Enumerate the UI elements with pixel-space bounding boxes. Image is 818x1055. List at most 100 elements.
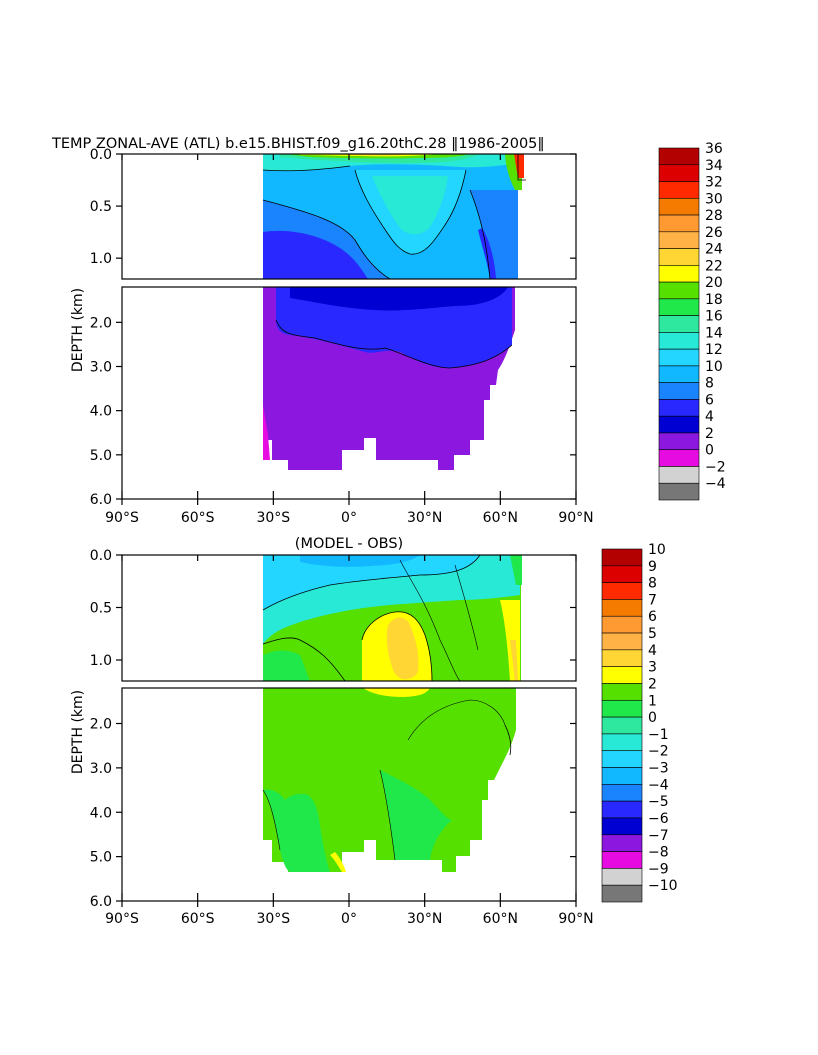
colorbar-swatch bbox=[658, 281, 700, 300]
colorbar-label: 36 bbox=[705, 141, 723, 157]
colorbar-label: 7 bbox=[648, 592, 657, 608]
y-tick-label: 4.0 bbox=[90, 805, 112, 821]
colorbar-label: −2 bbox=[648, 744, 669, 760]
colorbar-label: 0 bbox=[705, 443, 714, 459]
colorbar-label: −10 bbox=[648, 878, 678, 894]
colorbar-label: 8 bbox=[705, 376, 714, 392]
y-tick-label: 1.0 bbox=[90, 251, 112, 267]
y-tick-label: 0.0 bbox=[90, 548, 112, 564]
colorbar-swatch bbox=[601, 884, 643, 903]
colorbar-label: 2 bbox=[648, 676, 657, 692]
colorbar-swatch bbox=[658, 248, 700, 266]
colorbar-swatch bbox=[658, 415, 700, 434]
colorbar-label: 26 bbox=[705, 225, 723, 241]
colorbar-label: 8 bbox=[648, 576, 657, 592]
colorbar-swatch bbox=[601, 615, 643, 634]
x-tick-label: 90°S bbox=[105, 911, 139, 927]
colorbar-label: 34 bbox=[705, 158, 723, 174]
colorbar-label: 4 bbox=[648, 643, 657, 659]
colorbar-swatch bbox=[658, 348, 700, 367]
y-tick-label: 2.0 bbox=[90, 717, 112, 733]
colorbar-swatch bbox=[658, 432, 700, 451]
y-tick-label: 0.0 bbox=[90, 147, 112, 163]
colorbar-label: 16 bbox=[705, 309, 723, 325]
x-tick-label: 60°S bbox=[181, 911, 215, 927]
x-tick-label: 30°S bbox=[256, 911, 290, 927]
x-tick-label: 90°N bbox=[558, 911, 593, 927]
colorbar-swatch bbox=[601, 784, 643, 802]
colorbar-swatch bbox=[658, 449, 700, 467]
colorbar-label: 9 bbox=[648, 559, 657, 575]
colorbar-label: −1 bbox=[648, 727, 669, 743]
colorbar-label: 28 bbox=[705, 208, 723, 224]
y-tick-label: 4.0 bbox=[90, 404, 112, 420]
colorbar-swatch bbox=[658, 482, 700, 501]
x-tick-label: 30°S bbox=[256, 510, 290, 526]
chart-temperature: TEMP ZONAL-AVE (ATL) b.e15.BHIST.f09_g16… bbox=[51, 136, 726, 526]
colorbar-label: 30 bbox=[705, 191, 723, 207]
colorbar-swatch bbox=[601, 632, 643, 651]
colorbar-swatch bbox=[658, 315, 700, 333]
axes-model-minus-obs: 90°S 60°S 30°S 0° 30°N 60°N 90°N 0.0 0.5 1.0 2.0 3.… bbox=[90, 548, 594, 927]
colorbar-swatch bbox=[658, 332, 700, 350]
x-tick-label: 0° bbox=[341, 510, 357, 526]
colorbar-label: 6 bbox=[648, 609, 657, 625]
colorbar-swatch bbox=[601, 750, 643, 768]
y-tick-label: 5.0 bbox=[90, 448, 112, 464]
colorbar-swatch bbox=[601, 582, 643, 600]
colorbar-label: −5 bbox=[648, 794, 669, 810]
y-tick-label: 0.5 bbox=[90, 199, 112, 215]
colorbar-label: 12 bbox=[705, 342, 723, 358]
colorbar-swatch bbox=[658, 214, 700, 233]
colorbar-swatch bbox=[601, 851, 643, 869]
colorbar-swatch bbox=[601, 767, 643, 785]
colorbar-swatch bbox=[658, 399, 700, 417]
y-tick-label: 0.5 bbox=[90, 601, 112, 617]
colorbar-swatch bbox=[658, 365, 700, 383]
y-axis-label: DEPTH (km) bbox=[70, 288, 86, 372]
colorbar-label: 22 bbox=[705, 258, 723, 274]
colorbar-label: −7 bbox=[648, 828, 669, 844]
field-lower bbox=[262, 688, 516, 872]
colorbar-swatch bbox=[601, 868, 643, 886]
y-tick-label: 1.0 bbox=[90, 653, 112, 669]
colorbar-swatch bbox=[601, 599, 643, 617]
y-tick-label: 2.0 bbox=[90, 315, 112, 331]
y-tick-label: 3.0 bbox=[90, 360, 112, 376]
colorbar-swatch bbox=[658, 147, 700, 166]
x-tick-label: 90°N bbox=[558, 510, 593, 526]
x-tick-label: 0° bbox=[341, 911, 357, 927]
colorbar-label: 10 bbox=[648, 542, 666, 558]
colorbar-label: −2 bbox=[705, 459, 726, 475]
field-upper bbox=[262, 154, 576, 279]
colorbar-label: 24 bbox=[705, 242, 723, 258]
colorbar-label: 4 bbox=[705, 409, 714, 425]
colorbar-swatch bbox=[601, 800, 643, 819]
colorbar-swatch bbox=[601, 733, 643, 752]
colorbar-label: 18 bbox=[705, 292, 723, 308]
colorbar-swatch bbox=[601, 548, 643, 567]
y-axis-label: DEPTH (km) bbox=[70, 690, 86, 774]
y-tick-label: 6.0 bbox=[90, 894, 112, 910]
colorbar-label: −3 bbox=[648, 761, 669, 777]
colorbar-label: −4 bbox=[705, 476, 726, 492]
x-tick-label: 30°N bbox=[407, 911, 442, 927]
chart-title: TEMP ZONAL-AVE (ATL) b.e15.BHIST.f09_g16… bbox=[51, 136, 545, 152]
x-tick-label: 90°S bbox=[105, 510, 139, 526]
colorbar-swatch bbox=[658, 181, 700, 199]
colorbar-label: −4 bbox=[648, 777, 669, 793]
colorbar-swatch bbox=[658, 197, 700, 216]
colorbar-swatch bbox=[601, 683, 643, 701]
colorbar-label: −6 bbox=[648, 811, 669, 827]
colorbar-label: 1 bbox=[648, 693, 657, 709]
y-tick-label: 5.0 bbox=[90, 850, 112, 866]
colorbar-label: 10 bbox=[705, 359, 723, 375]
colorbar-swatch bbox=[601, 565, 643, 583]
colorbar-swatch bbox=[601, 817, 643, 836]
field-lower bbox=[263, 287, 515, 470]
colorbar-label: 3 bbox=[648, 660, 657, 676]
y-tick-label: 3.0 bbox=[90, 761, 112, 777]
